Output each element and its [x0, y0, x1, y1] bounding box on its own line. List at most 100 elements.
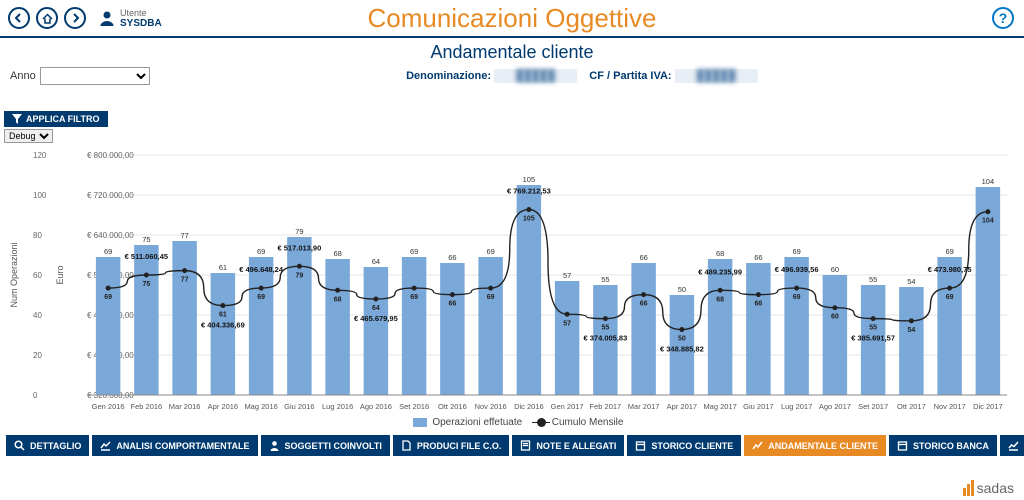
svg-text:€ 496.648,24: € 496.648,24 [239, 265, 284, 274]
svg-text:€ 385.691,57: € 385.691,57 [851, 334, 895, 343]
back-button[interactable] [8, 7, 30, 29]
svg-text:80: 80 [33, 231, 42, 240]
svg-text:Feb 2017: Feb 2017 [590, 402, 622, 411]
svg-text:€ 465.679,95: € 465.679,95 [354, 314, 398, 323]
svg-text:69: 69 [104, 294, 112, 301]
svg-text:Gen 2016: Gen 2016 [92, 402, 125, 411]
svg-text:Num Operazioni: Num Operazioni [9, 242, 19, 307]
svg-text:66: 66 [639, 253, 647, 262]
svg-text:69: 69 [257, 294, 265, 301]
svg-text:Nov 2017: Nov 2017 [934, 402, 966, 411]
svg-text:€ 640.000,00: € 640.000,00 [87, 231, 134, 240]
nav-produci-file-c-o-[interactable]: PRODUCI FILE C.O. [393, 435, 510, 456]
help-button[interactable]: ? [992, 7, 1014, 29]
logo-bars-icon [963, 480, 975, 496]
debug-select[interactable]: Debug [4, 129, 53, 143]
svg-text:69: 69 [410, 247, 418, 256]
svg-text:79: 79 [295, 272, 303, 279]
svg-text:57: 57 [563, 271, 571, 280]
footer-logo: sadas [963, 480, 1014, 496]
apply-filter-label: APPLICA FILTRO [26, 114, 100, 124]
nav-andamentale-cliente[interactable]: ANDAMENTALE CLIENTE [744, 435, 886, 456]
svg-text:€ 769.212,53: € 769.212,53 [507, 187, 551, 196]
svg-text:75: 75 [142, 235, 150, 244]
svg-text:Dic 2017: Dic 2017 [973, 402, 1003, 411]
anno-label: Anno [10, 70, 36, 82]
svg-text:105: 105 [523, 216, 535, 223]
filter-row: APPLICA FILTRO [0, 111, 1024, 127]
svg-text:50: 50 [678, 336, 686, 343]
cf-value: █████ [675, 69, 758, 83]
user-block: Utente SYSDBA [98, 8, 162, 29]
cf-label: CF / Partita IVA: [589, 70, 671, 82]
svg-text:120: 120 [33, 151, 47, 160]
bottom-nav: DETTAGLIOANALISI COMPORTAMENTALESOGGETTI… [0, 432, 1024, 459]
nav-analisi-comportamentale[interactable]: ANALISI COMPORTAMENTALE [92, 435, 257, 456]
svg-text:69: 69 [257, 247, 265, 256]
svg-text:64: 64 [372, 305, 380, 312]
svg-text:68: 68 [716, 296, 724, 303]
svg-text:105: 105 [523, 175, 536, 184]
svg-text:79: 79 [295, 227, 303, 236]
svg-text:€ 517.013,90: € 517.013,90 [277, 243, 321, 252]
anno-select[interactable] [40, 67, 150, 85]
nav-soggetti-coinvolti[interactable]: SOGGETTI COINVOLTI [261, 435, 390, 456]
svg-text:60: 60 [831, 314, 839, 321]
svg-text:Ott 2016: Ott 2016 [438, 402, 467, 411]
svg-text:50: 50 [678, 285, 686, 294]
svg-text:66: 66 [640, 301, 648, 308]
page-title: Comunicazioni Oggettive [367, 3, 656, 34]
svg-text:Apr 2016: Apr 2016 [208, 402, 238, 411]
nav-storico-cliente[interactable]: STORICO CLIENTE [627, 435, 741, 456]
chart: 020406080100120€ 320.000,00€ 400.000,00€… [5, 145, 1019, 415]
nav-dettaglio[interactable]: DETTAGLIO [6, 435, 89, 456]
svg-text:66: 66 [448, 253, 456, 262]
nav-grafico-andamentale[interactable]: GRAFICO ANDAMENTALE [1000, 435, 1024, 456]
funnel-icon [12, 114, 22, 124]
denom-label: Denominazione: [406, 70, 491, 82]
denom-value: █████ [494, 69, 577, 83]
svg-text:75: 75 [142, 281, 150, 288]
legend-line-marker [537, 418, 546, 427]
nav-note-e-allegati[interactable]: NOTE E ALLEGATI [512, 435, 624, 456]
forward-button[interactable] [64, 7, 86, 29]
svg-text:€ 489.235,99: € 489.235,99 [698, 267, 742, 276]
svg-text:0: 0 [33, 391, 38, 400]
apply-filter-button[interactable]: APPLICA FILTRO [4, 111, 108, 127]
debug-row: Debug [0, 127, 1024, 145]
svg-text:55: 55 [869, 275, 877, 284]
header-right: ? [992, 7, 1014, 29]
user-value: SYSDBA [120, 18, 162, 29]
svg-text:55: 55 [601, 275, 609, 284]
svg-text:66: 66 [754, 253, 762, 262]
svg-text:55: 55 [601, 325, 609, 332]
svg-text:Mag 2016: Mag 2016 [244, 402, 277, 411]
svg-text:Giu 2016: Giu 2016 [284, 402, 314, 411]
svg-text:Mar 2016: Mar 2016 [169, 402, 201, 411]
nav-storico-banca[interactable]: STORICO BANCA [889, 435, 997, 456]
legend-bar-swatch [413, 418, 427, 427]
meta-row: Anno Denominazione: █████ CF / Partita I… [0, 65, 1024, 91]
legend-series1: Operazioni effetuate [432, 417, 522, 428]
svg-text:55: 55 [869, 325, 877, 332]
svg-text:57: 57 [563, 320, 571, 327]
svg-text:€ 800.000,00: € 800.000,00 [87, 151, 134, 160]
svg-text:€ 511.060,45: € 511.060,45 [125, 252, 168, 261]
legend: Operazioni effetuate Cumulo Mensile [0, 415, 1024, 432]
svg-text:Mar 2017: Mar 2017 [628, 402, 660, 411]
svg-text:Lug 2016: Lug 2016 [322, 402, 353, 411]
svg-text:100: 100 [33, 191, 47, 200]
svg-text:Giu 2017: Giu 2017 [743, 402, 773, 411]
svg-text:€ 496.939,56: € 496.939,56 [775, 265, 819, 274]
svg-text:Lug 2017: Lug 2017 [781, 402, 812, 411]
svg-text:€ 404.336,69: € 404.336,69 [201, 321, 245, 330]
svg-text:61: 61 [219, 312, 227, 319]
svg-text:Feb 2016: Feb 2016 [131, 402, 163, 411]
svg-text:69: 69 [945, 247, 953, 256]
svg-text:Set 2016: Set 2016 [399, 402, 429, 411]
svg-text:€ 473.980,75: € 473.980,75 [928, 265, 972, 274]
home-button[interactable] [36, 7, 58, 29]
svg-text:104: 104 [982, 177, 995, 186]
svg-text:104: 104 [982, 218, 994, 225]
svg-text:Ott 2017: Ott 2017 [897, 402, 926, 411]
